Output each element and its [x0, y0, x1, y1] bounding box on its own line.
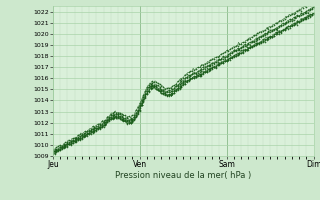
- X-axis label: Pression niveau de la mer( hPa ): Pression niveau de la mer( hPa ): [115, 171, 251, 180]
